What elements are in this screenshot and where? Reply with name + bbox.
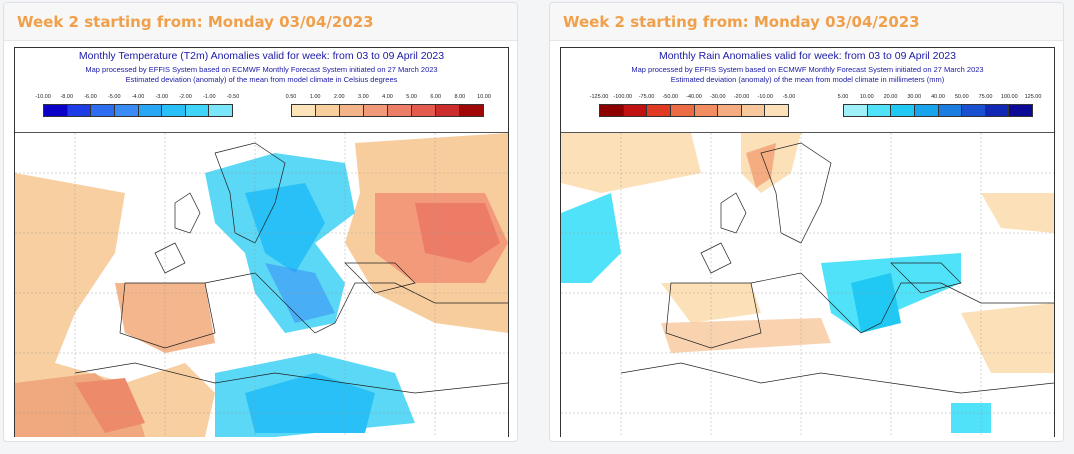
legend-label: 5.00: [837, 94, 849, 100]
legend-label: -40.00: [686, 94, 702, 100]
legend-label: -50.00: [662, 94, 679, 100]
legend-swatch: [962, 105, 986, 116]
legend-label: -1.00: [202, 94, 216, 100]
legend-label: 10.00: [477, 94, 491, 100]
positive-anomaly-legend: 5.00 10.00 20.00 30.00 40.00 50.00 75.00…: [838, 94, 1042, 118]
legend-labels: -10.00 -8.00 -6.00 -5.00 -4.00 -3.00 -2.…: [35, 94, 239, 103]
legend-label: -2.00: [179, 94, 192, 100]
legend-swatch: [985, 105, 1010, 116]
legend-label: -125.00: [589, 94, 609, 100]
map-subtitle: Map processed by EFFIS System based on E…: [631, 65, 984, 74]
legend-swatch: [292, 105, 316, 116]
positive-anomaly-legend: 0.50 1.00 2.00 3.00 4.00 5.00 6.00 8.00 …: [286, 94, 491, 118]
legend-label: -10.00: [757, 94, 774, 100]
legend-label: 50.00: [954, 94, 969, 100]
negative-anomaly-legend: -10.00 -8.00 -6.00 -5.00 -4.00 -3.00 -2.…: [35, 94, 239, 118]
legend-swatch: [91, 105, 115, 116]
legend-swatch: [718, 105, 742, 116]
legend-label: 5.00: [406, 94, 417, 100]
map-description: Estimated deviation (anomaly) of the mea…: [670, 75, 945, 84]
legend-label: -8.00: [60, 94, 74, 100]
legend-label: 40.00: [931, 94, 945, 100]
legend-swatch: [844, 105, 868, 116]
legend-swatch: [891, 105, 915, 116]
legend-swatch: [765, 105, 788, 116]
legend-swatch: [340, 105, 364, 116]
europe-rain-map: [561, 132, 1054, 437]
legend-label: -100.00: [613, 94, 633, 100]
legend-labels: -125.00 -100.00 -75.00 -50.00 -40.00 -30…: [590, 94, 796, 103]
legend-label: -0.50: [226, 94, 240, 100]
legend-label: 2.00: [333, 94, 345, 100]
legend-label: 3.00: [358, 94, 369, 100]
rain-map-image[interactable]: Monthly Rain Anomalies valid for week: f…: [560, 47, 1055, 437]
legend-swatch: [600, 105, 624, 116]
legend-swatch: [867, 105, 892, 116]
legend-bar: [599, 104, 789, 117]
legend-swatch: [185, 105, 210, 116]
legend-label: -4.00: [131, 94, 145, 100]
legend-swatch: [436, 105, 460, 116]
negative-anomaly-legend: -125.00 -100.00 -75.00 -50.00 -40.00 -30…: [590, 94, 796, 118]
legend-swatch: [114, 105, 139, 116]
legend-bar: [843, 104, 1033, 117]
legend-swatch: [162, 105, 186, 116]
legend-swatch: [938, 105, 963, 116]
legend-swatch: [914, 105, 939, 116]
legend-label: 100.00: [1000, 94, 1018, 100]
map-title: Monthly Temperature (T2m) Anomalies vali…: [78, 50, 445, 62]
legend-label: 75.00: [978, 94, 993, 100]
legend-label: 30.00: [907, 94, 922, 100]
legend-label: -3.00: [155, 94, 169, 100]
legend-bar: [291, 104, 484, 117]
legend-label: -10.00: [35, 94, 51, 100]
legend-label: 6.00: [430, 94, 442, 100]
legend-swatch: [623, 105, 648, 116]
legend-label: 0.50: [285, 94, 297, 100]
legend-swatch: [460, 105, 483, 116]
legend-swatch: [647, 105, 671, 116]
card-title: Week 2 starting from: Monday 03/04/2023: [563, 13, 920, 31]
legend-swatch: [138, 105, 163, 116]
map-description: Estimated deviation (anomaly) of the mea…: [125, 75, 398, 84]
map-graphic: [561, 133, 1054, 437]
map-subtitle: Map processed by EFFIS System based on E…: [85, 65, 438, 74]
map-title: Monthly Rain Anomalies valid for week: f…: [658, 50, 957, 62]
legend-label: -5.00: [107, 94, 121, 100]
legend-label: 10.00: [859, 94, 874, 100]
map-graphic: [15, 133, 508, 437]
legend-labels: 0.50 1.00 2.00 3.00 4.00 5.00 6.00 8.00 …: [286, 94, 491, 103]
europe-temperature-map: [15, 132, 508, 437]
legend-swatch: [44, 105, 68, 116]
legend-swatch: [670, 105, 695, 116]
card-header: Week 2 starting from: Monday 03/04/2023: [4, 3, 517, 41]
legend-label: 20.00: [883, 94, 898, 100]
legend-swatch: [209, 105, 232, 116]
legend-swatch: [412, 105, 436, 116]
temperature-map-image[interactable]: Monthly Temperature (T2m) Anomalies vali…: [14, 47, 509, 437]
legend-labels: 5.00 10.00 20.00 30.00 40.00 50.00 75.00…: [838, 94, 1042, 103]
legend-label: -30.00: [709, 94, 726, 100]
legend-label: 1.00: [309, 94, 321, 100]
legend-swatch: [67, 105, 92, 116]
legend-swatch: [316, 105, 340, 116]
legend-label: 125.00: [1024, 94, 1042, 100]
rain-card: Week 2 starting from: Monday 03/04/2023 …: [549, 2, 1064, 442]
legend-swatch: [388, 105, 412, 116]
legend-swatch: [1009, 105, 1032, 116]
temperature-card: Week 2 starting from: Monday 03/04/2023 …: [3, 2, 518, 442]
legend-swatch: [364, 105, 388, 116]
card-header: Week 2 starting from: Monday 03/04/2023: [550, 3, 1063, 41]
legend-swatch: [741, 105, 766, 116]
legend-label: -5.00: [782, 94, 796, 100]
legend-label: 4.00: [382, 94, 393, 100]
legend-label: -75.00: [638, 94, 655, 100]
legend-label: -20.00: [733, 94, 750, 100]
legend-swatch: [694, 105, 719, 116]
card-title: Week 2 starting from: Monday 03/04/2023: [17, 13, 374, 31]
legend-bar: [43, 104, 233, 117]
legend-label: -6.00: [84, 94, 97, 100]
legend-label: 8.00: [454, 94, 466, 100]
